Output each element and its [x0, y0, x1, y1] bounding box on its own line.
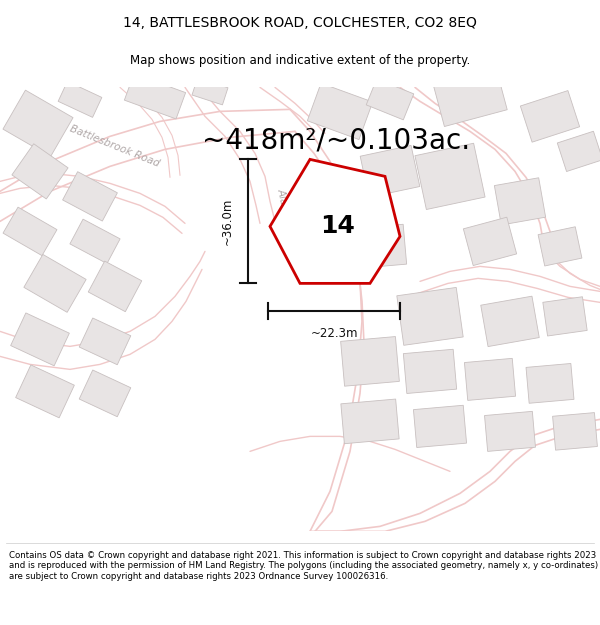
Polygon shape [3, 90, 73, 157]
Polygon shape [3, 207, 57, 256]
Polygon shape [494, 177, 545, 225]
Polygon shape [538, 227, 582, 266]
Polygon shape [124, 74, 185, 119]
Polygon shape [553, 412, 598, 450]
Polygon shape [79, 318, 131, 365]
Polygon shape [481, 296, 539, 347]
Text: 14, BATTLESBROOK ROAD, COLCHESTER, CO2 8EQ: 14, BATTLESBROOK ROAD, COLCHESTER, CO2 8… [123, 16, 477, 31]
Polygon shape [485, 411, 535, 451]
Polygon shape [341, 337, 400, 386]
Text: Alanbrooke Road: Alanbrooke Road [276, 187, 304, 276]
Text: Map shows position and indicative extent of the property.: Map shows position and indicative extent… [130, 54, 470, 68]
Polygon shape [526, 364, 574, 403]
Text: ~36.0m: ~36.0m [221, 198, 234, 245]
Polygon shape [413, 405, 467, 448]
Polygon shape [58, 81, 102, 118]
Polygon shape [192, 78, 228, 105]
Polygon shape [520, 91, 580, 142]
Polygon shape [24, 254, 86, 312]
Text: Contains OS data © Crown copyright and database right 2021. This information is : Contains OS data © Crown copyright and d… [9, 551, 598, 581]
Polygon shape [79, 370, 131, 417]
Polygon shape [307, 83, 373, 139]
Polygon shape [11, 313, 70, 366]
Text: 14: 14 [320, 214, 355, 238]
Polygon shape [464, 358, 515, 401]
Polygon shape [463, 217, 517, 266]
Text: Battlesbrook Road: Battlesbrook Road [68, 124, 161, 169]
Polygon shape [16, 365, 74, 418]
Polygon shape [415, 143, 485, 209]
Polygon shape [353, 224, 407, 269]
Polygon shape [366, 79, 414, 120]
Text: ~22.3m: ~22.3m [310, 328, 358, 341]
Polygon shape [270, 159, 400, 283]
Polygon shape [12, 144, 68, 199]
Polygon shape [397, 288, 463, 345]
Polygon shape [557, 131, 600, 171]
Polygon shape [543, 297, 587, 336]
Polygon shape [70, 219, 120, 264]
Polygon shape [88, 261, 142, 312]
Polygon shape [341, 399, 399, 444]
Text: ~418m²/~0.103ac.: ~418m²/~0.103ac. [202, 127, 470, 154]
Polygon shape [433, 66, 507, 126]
Polygon shape [360, 146, 420, 198]
Polygon shape [62, 172, 118, 221]
Polygon shape [403, 349, 457, 394]
